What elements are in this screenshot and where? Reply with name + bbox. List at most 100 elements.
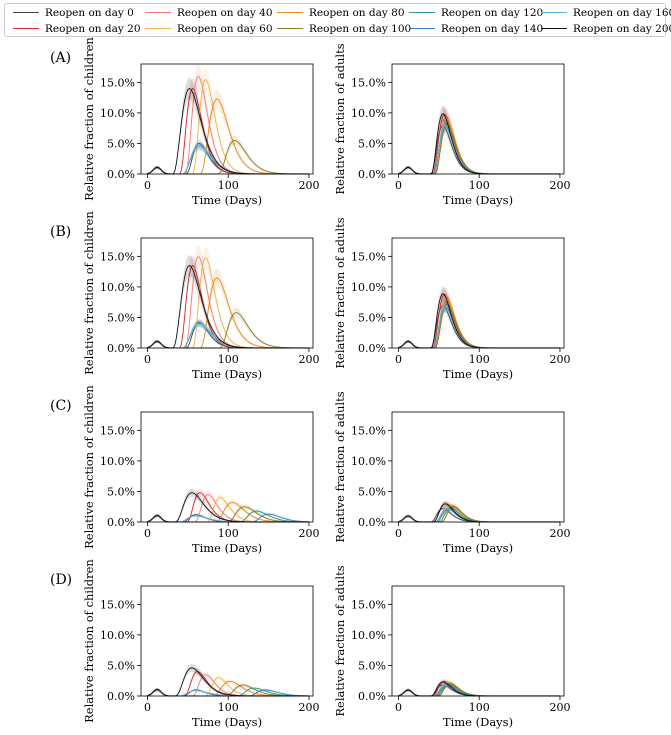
x-axis-label: Time (Days)	[443, 193, 513, 207]
y-tick-label: 0.0%	[358, 690, 386, 703]
series-line	[398, 295, 560, 349]
y-axis-label: Relative fraction of children	[82, 37, 96, 201]
legend-swatch	[409, 12, 435, 13]
series-band	[398, 505, 560, 522]
series-line	[398, 503, 560, 523]
legend-item: Reopen on day 100	[277, 21, 411, 36]
legend-label: Reopen on day 140	[441, 22, 544, 35]
series-band	[398, 500, 560, 522]
legend-label: Reopen on day 0	[45, 6, 134, 19]
series-line	[398, 508, 560, 523]
series-band	[398, 504, 560, 522]
y-axis-label: Relative fraction of children	[82, 559, 96, 723]
series-line	[398, 681, 560, 697]
series-band	[398, 683, 560, 696]
series-line	[398, 505, 560, 523]
legend-item: Reopen on day 40	[145, 5, 273, 20]
series-line	[398, 508, 560, 523]
series-band	[147, 268, 309, 348]
y-tick-label: 5.0%	[358, 137, 386, 150]
series-line	[398, 305, 560, 349]
legend-label: Reopen on day 120	[441, 6, 544, 19]
y-tick-label: 10.0%	[351, 455, 386, 468]
subplot-adults: 0 100 200 0.0% 5.0% 10.0% 15.0% Time (Days) Rela…	[333, 565, 570, 729]
axes-frame	[140, 237, 314, 349]
x-tick-label: 0	[395, 179, 402, 192]
series-band	[398, 299, 560, 348]
series-band	[147, 245, 309, 348]
axes-frame	[391, 411, 565, 523]
y-axis-label: Relative fraction of children	[82, 385, 96, 549]
axes-frame	[140, 63, 314, 175]
x-tick-label: 0	[144, 353, 151, 366]
y-tick-label: 5.0%	[358, 485, 386, 498]
legend-item: Reopen on day 0	[13, 5, 134, 20]
series-band	[398, 503, 560, 522]
series-band	[398, 300, 560, 348]
legend-label: Reopen on day 160	[573, 6, 671, 19]
series-band	[398, 287, 560, 348]
subplot-children: 0 100 200 0.0% 5.0% 10.0% 15.0% Time (Days) Rela…	[82, 37, 319, 207]
y-tick-label: 10.0%	[351, 629, 386, 642]
series-band	[398, 502, 560, 522]
series-band	[398, 118, 560, 174]
series-band	[147, 686, 309, 696]
legend: Reopen on day 0 Reopen on day 20 Reopen on…	[4, 3, 671, 37]
y-axis-label: Relative fraction of children	[82, 211, 96, 375]
series-band	[398, 683, 560, 696]
y-tick-label: 5.0%	[107, 485, 135, 498]
series-band	[398, 501, 560, 522]
series-band	[398, 681, 560, 696]
series-line	[398, 293, 560, 349]
y-tick-label: 5.0%	[107, 659, 135, 672]
legend-label: Reopen on day 60	[177, 22, 273, 35]
legend-swatch	[145, 12, 171, 13]
legend-label: Reopen on day 200	[573, 22, 671, 35]
series-line	[398, 504, 560, 523]
subplot-adults: 0 100 200 0.0% 5.0% 10.0% 15.0% Time (Days) Rela…	[333, 391, 570, 555]
series-band	[398, 679, 560, 696]
series-band	[398, 117, 560, 174]
series-band	[398, 500, 560, 522]
x-axis-label: Time (Days)	[443, 367, 513, 381]
x-axis-label: Time (Days)	[192, 541, 262, 555]
series-line	[398, 298, 560, 349]
series-line	[398, 305, 560, 349]
x-tick-label: 100	[218, 527, 239, 540]
y-tick-label: 10.0%	[100, 107, 135, 120]
series-band	[398, 300, 560, 348]
y-tick-label: 15.0%	[100, 250, 135, 263]
x-axis-label: Time (Days)	[443, 541, 513, 555]
series-line	[398, 683, 560, 697]
series-line	[398, 682, 560, 697]
series-band	[398, 115, 560, 174]
legend-item: Reopen on day 160	[541, 5, 671, 20]
series-band	[147, 64, 309, 174]
series-line	[398, 503, 560, 523]
series-line	[398, 681, 560, 697]
series-band	[147, 67, 309, 174]
series-line	[398, 305, 560, 349]
series-band	[398, 506, 560, 522]
series-line	[398, 506, 560, 523]
y-tick-label: 10.0%	[351, 281, 386, 294]
y-tick-label: 0.0%	[358, 516, 386, 529]
legend-swatch	[277, 28, 303, 29]
series-band	[398, 106, 560, 174]
series-line	[398, 124, 560, 175]
series-line	[398, 115, 560, 175]
x-tick-label: 100	[218, 353, 239, 366]
x-tick-label: 0	[144, 179, 151, 192]
series-band	[398, 289, 560, 348]
series-line	[398, 683, 560, 697]
x-tick-label: 100	[469, 179, 490, 192]
legend-label: Reopen on day 100	[309, 22, 412, 35]
panel-label: (B)	[50, 224, 71, 240]
x-tick-label: 0	[395, 353, 402, 366]
panel-label: (A)	[50, 50, 71, 66]
series-band	[398, 108, 560, 174]
series-band	[398, 681, 560, 696]
legend-item: Reopen on day 140	[409, 21, 543, 36]
x-tick-label: 0	[395, 527, 402, 540]
subplot-adults: 0 100 200 0.0% 5.0% 10.0% 15.0% Time (Days) Rela…	[333, 43, 570, 207]
